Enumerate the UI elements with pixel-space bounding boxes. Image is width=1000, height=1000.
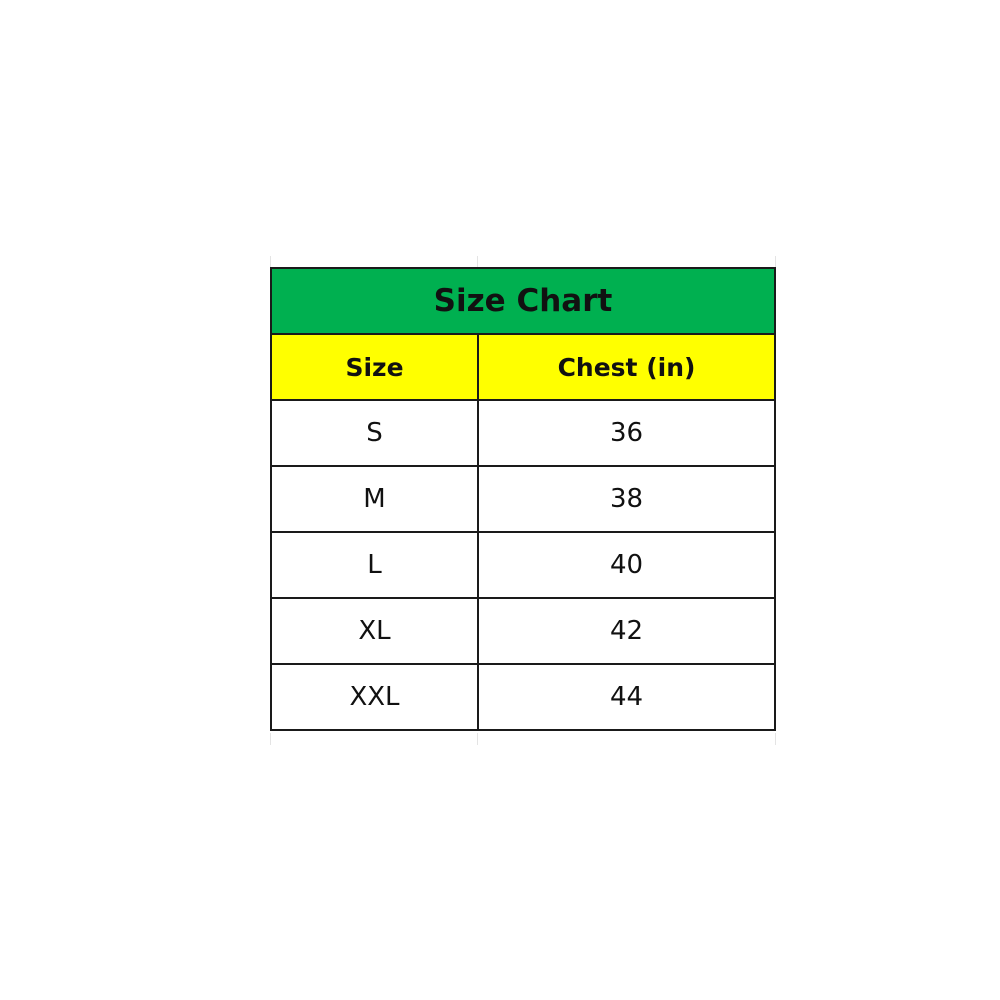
- gridline: [775, 256, 776, 268]
- gridline: [270, 256, 271, 268]
- table-row: S 36: [270, 399, 776, 467]
- gridline: [477, 256, 478, 268]
- header-size[interactable]: Size: [270, 333, 479, 401]
- cell-chest[interactable]: 40: [477, 531, 776, 599]
- table-title[interactable]: Size Chart: [270, 267, 776, 335]
- size-chart-table: Size Chart Size Chest (in) S 36 M 38 L 4…: [270, 267, 776, 731]
- table-row: M 38: [270, 465, 776, 533]
- table-row: L 40: [270, 531, 776, 599]
- cell-size[interactable]: XXL: [270, 663, 479, 731]
- gridline: [477, 733, 478, 745]
- table-row: XXL 44: [270, 663, 776, 731]
- cell-chest[interactable]: 44: [477, 663, 776, 731]
- cell-chest[interactable]: 38: [477, 465, 776, 533]
- gridline: [270, 733, 271, 745]
- cell-size[interactable]: L: [270, 531, 479, 599]
- gridline: [775, 733, 776, 745]
- title-row: Size Chart: [270, 267, 776, 335]
- cell-size[interactable]: XL: [270, 597, 479, 665]
- cell-chest[interactable]: 36: [477, 399, 776, 467]
- header-row: Size Chest (in): [270, 333, 776, 401]
- table-row: XL 42: [270, 597, 776, 665]
- cell-size[interactable]: S: [270, 399, 479, 467]
- header-chest[interactable]: Chest (in): [477, 333, 776, 401]
- cell-chest[interactable]: 42: [477, 597, 776, 665]
- cell-size[interactable]: M: [270, 465, 479, 533]
